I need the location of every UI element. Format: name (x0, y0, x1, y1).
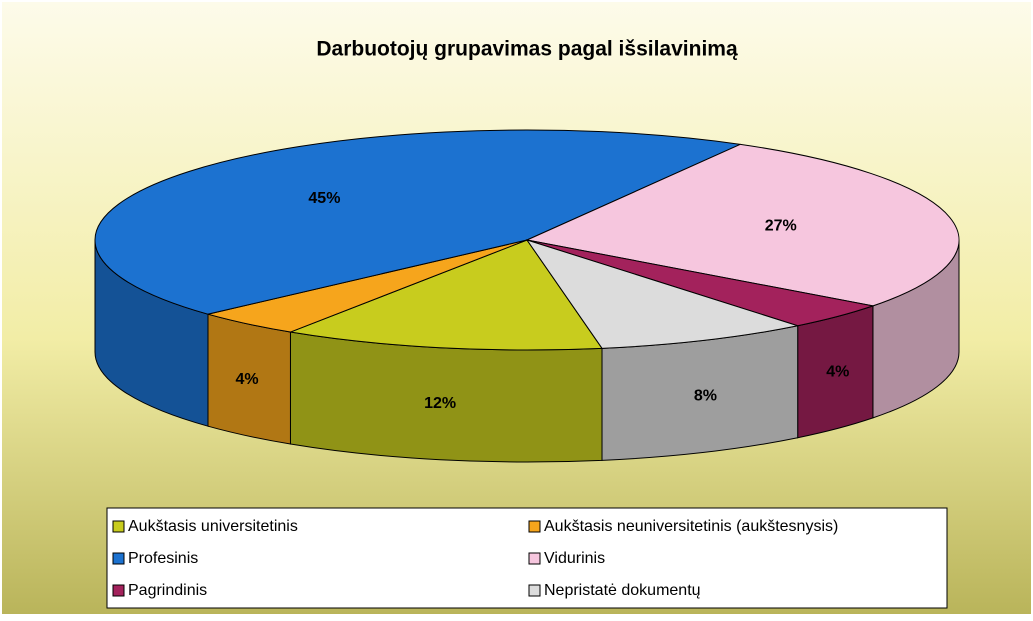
data-label: 12% (424, 395, 456, 412)
legend-swatch (528, 552, 541, 565)
legend-label: Vidurinis (544, 550, 605, 567)
legend-swatch (112, 584, 125, 597)
slice (94, 129, 743, 315)
data-label: 4% (235, 371, 258, 388)
legend-label: Pagrindinis (128, 582, 207, 599)
slice (525, 143, 960, 307)
data-label: 8% (694, 387, 717, 404)
legend-swatch (112, 520, 125, 533)
legend-swatch (112, 552, 125, 565)
chart-title: Darbuotojų grupavimas pagal išsilavinimą (316, 38, 738, 61)
legend-swatch (528, 584, 541, 597)
data-label: 27% (765, 218, 797, 235)
legend-label: Aukštasis neuniversitetinis (aukštesnysi… (544, 518, 838, 535)
legend-swatch (528, 520, 541, 533)
legend-label: Aukštasis universitetinis (128, 518, 298, 535)
legend-box (106, 507, 948, 609)
legend-label: Profesinis (128, 550, 198, 567)
legend-label: Nepristatė dokumentų (544, 582, 701, 599)
legend: Aukštasis universitetinis Aukštasis neuni… (112, 518, 838, 599)
data-label: 4% (826, 364, 849, 381)
slice (525, 239, 800, 349)
data-label: 45% (308, 190, 340, 207)
pie: 12% 4% 45% 27% 4% 8% (94, 129, 960, 463)
slice (288, 239, 603, 351)
